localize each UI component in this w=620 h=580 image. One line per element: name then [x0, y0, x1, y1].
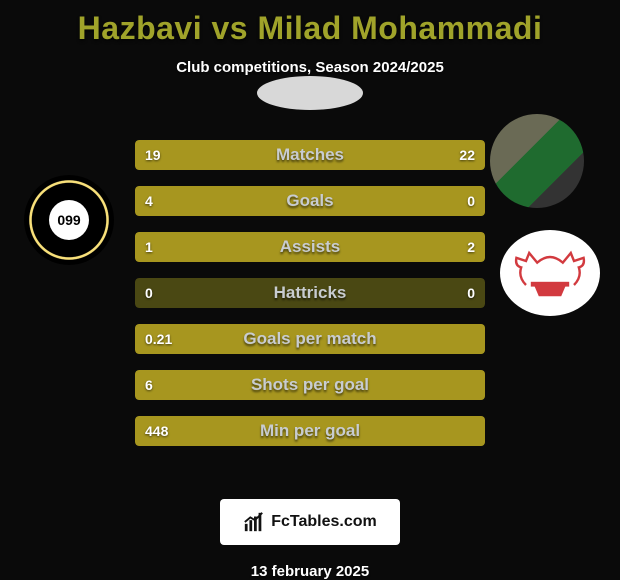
bar-value-left: 4	[145, 193, 153, 209]
bar-track	[135, 278, 485, 308]
infographic-root: Hazbavi vs Milad Mohammadi Club competit…	[0, 0, 620, 580]
bar-value-left: 6	[145, 377, 153, 393]
chart-icon	[243, 511, 265, 533]
bar-value-left: 0	[145, 285, 153, 301]
footer-date: 13 february 2025	[251, 563, 369, 580]
bar-left-fill	[135, 324, 485, 354]
club-left-emblem-text: 099	[49, 200, 89, 240]
bar-value-left: 19	[145, 147, 161, 163]
page-title: Hazbavi vs Milad Mohammadi	[78, 10, 543, 47]
footer-logo: FcTables.com	[220, 499, 400, 545]
bar-value-left: 448	[145, 423, 168, 439]
club-right-emblem	[500, 230, 600, 316]
bar-row: 40Goals	[135, 186, 485, 216]
bar-value-right: 22	[459, 147, 475, 163]
chart-bars-container: 1922Matches40Goals12Assists00Hattricks0.…	[135, 140, 485, 462]
bar-value-right: 2	[467, 239, 475, 255]
bar-row: 12Assists	[135, 232, 485, 262]
bar-row: 6Shots per goal	[135, 370, 485, 400]
bar-value-right: 0	[467, 193, 475, 209]
bar-left-fill	[135, 370, 485, 400]
club-right-emblem-icon	[510, 245, 590, 301]
footer-logo-text: FcTables.com	[271, 513, 377, 531]
comparison-chart: 1922Matches40Goals12Assists00Hattricks0.…	[0, 140, 620, 169]
bar-right-fill	[251, 232, 486, 262]
bar-value-left: 1	[145, 239, 153, 255]
bar-row: 00Hattricks	[135, 278, 485, 308]
bar-right-fill	[296, 140, 485, 170]
bar-left-fill	[135, 186, 485, 216]
bar-value-right: 0	[467, 285, 475, 301]
bar-row: 0.21Goals per match	[135, 324, 485, 354]
bar-row: 1922Matches	[135, 140, 485, 170]
club-left-emblem: 099	[24, 175, 114, 265]
bar-left-fill	[135, 416, 485, 446]
player-left-avatar	[257, 76, 363, 110]
bar-row: 448Min per goal	[135, 416, 485, 446]
bar-value-left: 0.21	[145, 331, 172, 347]
page-subtitle: Club competitions, Season 2024/2025	[176, 59, 444, 76]
